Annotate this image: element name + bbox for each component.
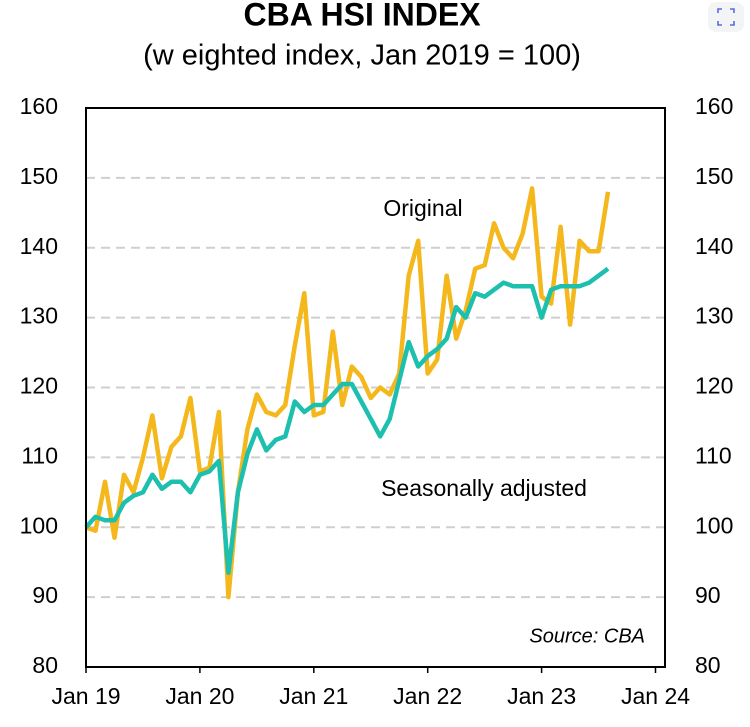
y-tick-label: 100 (20, 512, 58, 538)
y-tick-label: 160 (20, 93, 58, 119)
chart-title: CBA HSI INDEX (243, 0, 481, 32)
y2-tick-label: 140 (695, 233, 733, 259)
y2-tick-label: 160 (695, 93, 733, 119)
series-line (85, 186, 611, 600)
plot-frame (85, 107, 666, 668)
y2-tick-label: 110 (695, 442, 732, 468)
y-tick-label: 150 (20, 163, 58, 189)
x-tick-label: Jan 23 (507, 683, 576, 709)
annotation: Source: CBA (529, 625, 645, 647)
y2-tick-label: 120 (695, 373, 733, 399)
expand-icon[interactable] (708, 2, 744, 32)
y-tick-label: 80 (32, 652, 58, 678)
y2-tick-label: 100 (695, 512, 733, 538)
y2-tick-label: 80 (695, 652, 721, 678)
x-tick-label: Jan 19 (51, 683, 120, 709)
annotation: Seasonally adjusted (381, 475, 587, 501)
x-tick-label: Jan 21 (279, 683, 348, 709)
annotation: Original (383, 195, 462, 221)
y2-tick-label: 90 (695, 582, 721, 608)
y-tick-label: 90 (32, 582, 58, 608)
y-tick-label: 120 (20, 373, 58, 399)
chart-subtitle: (w eighted index, Jan 2019 = 100) (143, 40, 581, 72)
y2-tick-label: 150 (695, 163, 733, 189)
series-line (84, 266, 610, 575)
y-tick-label: 130 (20, 303, 58, 329)
x-tick-label: Jan 22 (393, 683, 462, 709)
y2-tick-label: 130 (695, 303, 733, 329)
x-tick-label: Jan 20 (165, 683, 234, 709)
y-tick-label: 110 (21, 442, 58, 468)
y-tick-label: 140 (20, 233, 58, 259)
x-tick-label: Jan 24 (621, 683, 690, 709)
